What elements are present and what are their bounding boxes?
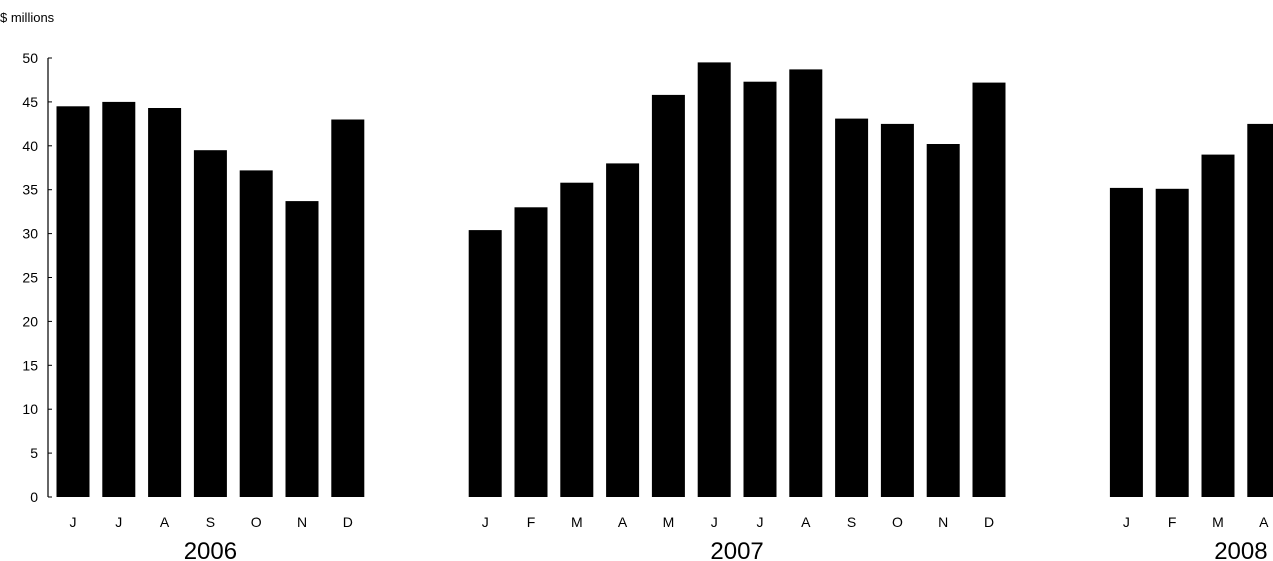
bar bbox=[148, 108, 182, 497]
x-tick-label: J bbox=[1123, 514, 1130, 530]
y-tick-label: 45 bbox=[22, 94, 38, 110]
bar bbox=[835, 118, 869, 497]
bar bbox=[514, 207, 548, 498]
bar bbox=[697, 62, 731, 498]
y-axis-unit-label: $ millions bbox=[0, 10, 55, 25]
x-tick-label: F bbox=[1168, 514, 1177, 530]
bar bbox=[651, 94, 685, 498]
bar bbox=[926, 144, 960, 497]
x-tick-label: J bbox=[757, 514, 764, 530]
bar bbox=[193, 150, 227, 497]
x-tick-label: S bbox=[847, 514, 856, 530]
year-label: 2008 bbox=[1214, 538, 1267, 561]
x-tick-label: N bbox=[938, 514, 948, 530]
x-tick-label: O bbox=[251, 514, 262, 530]
y-tick-label: 40 bbox=[22, 138, 38, 154]
y-tick-label: 30 bbox=[22, 226, 38, 242]
year-label: 2007 bbox=[710, 538, 763, 561]
bar bbox=[743, 81, 777, 497]
x-tick-label: D bbox=[984, 514, 994, 530]
y-axis: 0 5 10 15 20 25 30 35 40 45 50 bbox=[22, 50, 52, 505]
bar bbox=[789, 69, 823, 498]
x-axis-year-labels: 2006 2007 2008 bbox=[184, 538, 1268, 561]
x-axis-month-labels: JJASONDJFMAMJJASONDJFMAMJ bbox=[70, 514, 1270, 530]
x-tick-label: N bbox=[297, 514, 307, 530]
bar bbox=[331, 119, 365, 497]
x-tick-label: A bbox=[618, 514, 628, 530]
y-tick-label: 50 bbox=[22, 50, 38, 66]
bars-group bbox=[56, 62, 1273, 498]
x-tick-label: O bbox=[892, 514, 903, 530]
y-tick-label: 5 bbox=[30, 445, 38, 461]
bar bbox=[56, 106, 90, 498]
x-tick-label: F bbox=[527, 514, 536, 530]
x-tick-label: M bbox=[1212, 514, 1224, 530]
bar bbox=[1155, 188, 1189, 498]
x-tick-label: A bbox=[801, 514, 811, 530]
x-tick-label: A bbox=[160, 514, 170, 530]
x-tick-label: D bbox=[343, 514, 353, 530]
bar bbox=[972, 82, 1006, 497]
x-tick-label: A bbox=[1259, 514, 1269, 530]
x-tick-label: M bbox=[571, 514, 583, 530]
x-tick-label: J bbox=[70, 514, 77, 530]
y-tick-label: 10 bbox=[22, 401, 38, 417]
bar bbox=[1247, 123, 1273, 498]
bar bbox=[560, 182, 594, 497]
bar bbox=[102, 101, 136, 498]
bar bbox=[880, 123, 914, 498]
bar bbox=[606, 163, 640, 497]
x-tick-label: J bbox=[482, 514, 489, 530]
y-tick-label: 15 bbox=[22, 357, 38, 373]
y-tick-label: 35 bbox=[22, 182, 38, 198]
x-tick-label: M bbox=[663, 514, 675, 530]
x-tick-label: J bbox=[115, 514, 122, 530]
y-tick-label: 20 bbox=[22, 313, 38, 329]
y-tick-label: 25 bbox=[22, 270, 38, 286]
bar bbox=[239, 170, 273, 497]
year-label: 2006 bbox=[184, 538, 237, 561]
bar bbox=[285, 201, 319, 497]
y-tick-label: 0 bbox=[30, 489, 38, 505]
bar bbox=[1201, 154, 1235, 497]
x-tick-label: S bbox=[206, 514, 215, 530]
bar bbox=[468, 230, 502, 497]
bar bbox=[1109, 187, 1143, 497]
x-tick-label: J bbox=[711, 514, 718, 530]
